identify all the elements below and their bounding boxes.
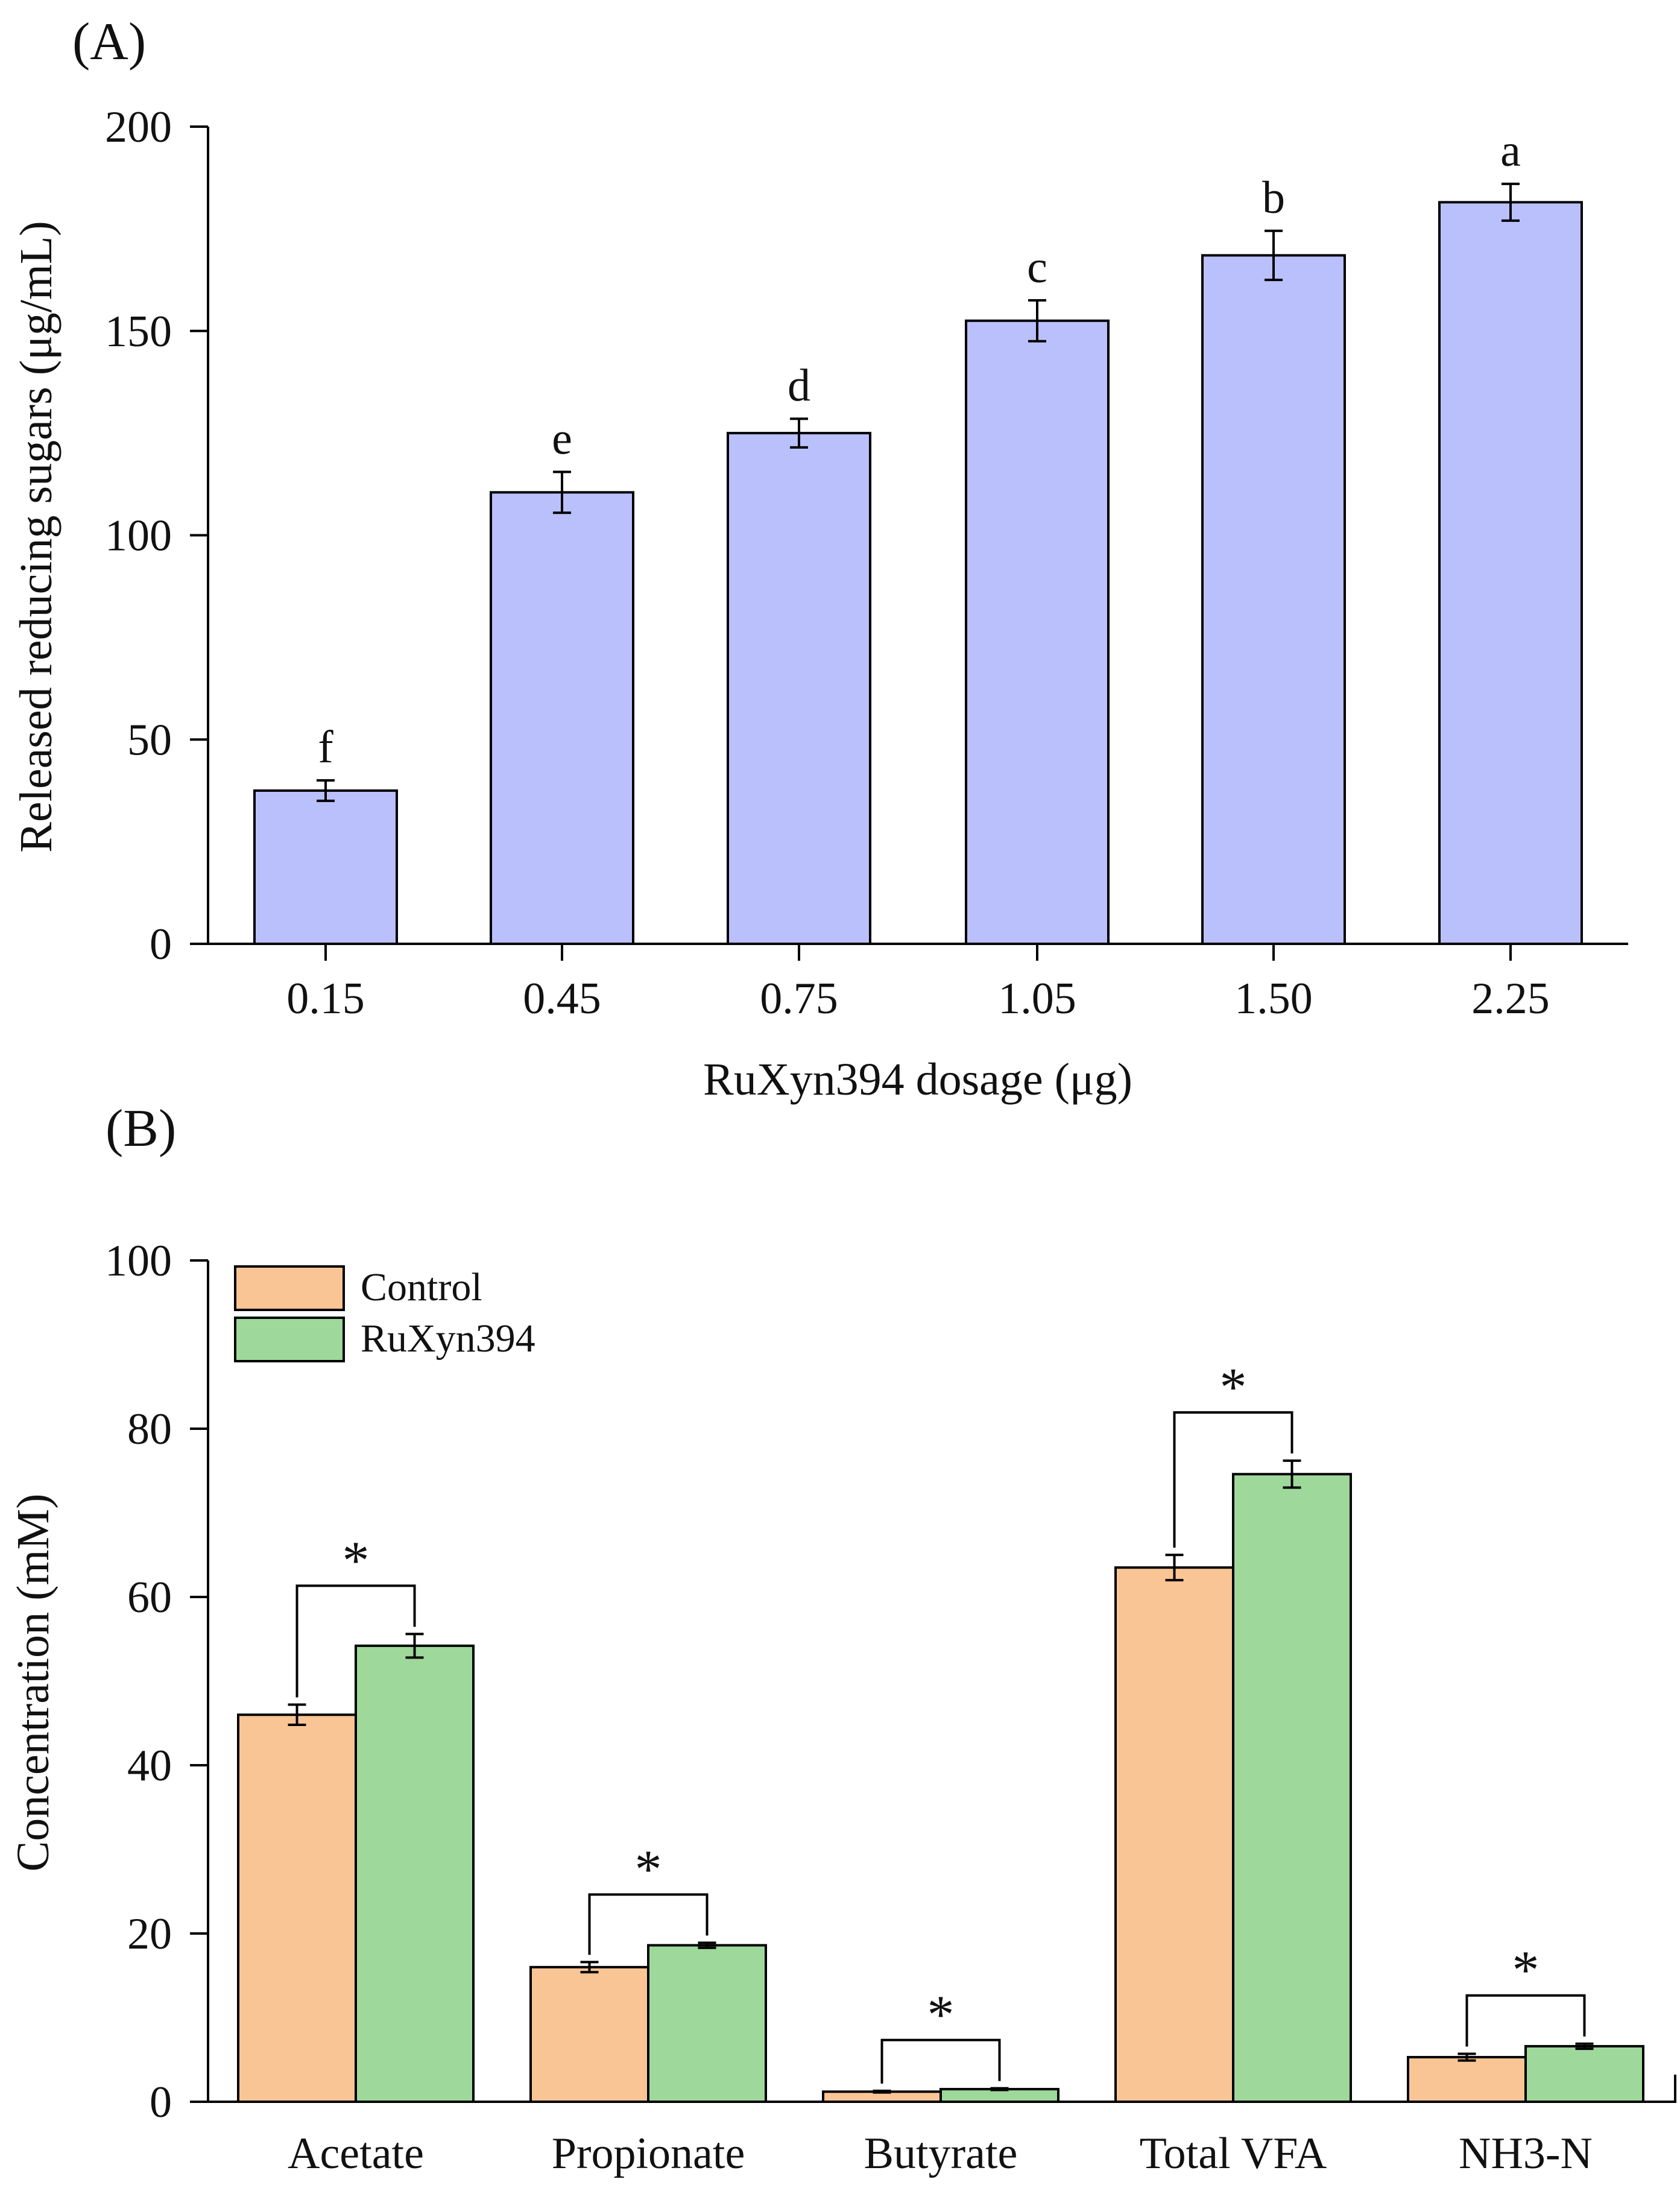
panel-a-y-tick-label: 100 [105,511,172,561]
panel-a-x-ticks: 0.15 0.45 0.75 1.05 1.50 2.25 [286,944,1550,1023]
panel-b-y-tick-label: 0 [150,2078,172,2127]
panel-b-label: (B) [106,1099,176,1158]
panel-a-significance-letter: d [788,360,810,411]
panel-a-bar [727,432,871,945]
panel-a-x-tick-label: 1.05 [998,974,1076,1023]
panel-b-y-ticks: 0 20 40 60 80 100 [105,1236,208,2127]
panel-b-y-tick-label: 40 [127,1741,172,1791]
panel-b-bar-control [237,1713,357,2104]
panel-a-significance-letter: f [318,722,333,773]
panel-b-significance-star: * [343,1531,370,1590]
panel-b-significance-bracket [880,2038,1001,2084]
panel-a: (A) f e d c b a 0 50 100 150 200 0.15 0.45 0.75 1.05… [11,13,1628,1105]
panel-b-significance-bracket [1173,1411,1293,1548]
panel-a-bars: f e d c b a [253,125,1583,946]
panel-a-x-axis-title: RuXyn394 dosage (μg) [703,1054,1132,1105]
panel-b-significance-star: * [635,1839,662,1899]
panel-b-bar-ruxyn394 [1232,1473,1352,2104]
panel-a-significance-letter: e [552,413,572,464]
panel-b-significance-star: * [1220,1358,1247,1417]
panel-a-bar [490,491,634,945]
panel-a-x-tick-label: 0.45 [523,974,601,1023]
panel-b-x-tick-label: Total VFA [1140,2129,1327,2178]
panel-b-bar-ruxyn394 [647,1944,767,2104]
panel-a-significance-letter: b [1262,172,1285,223]
panel-a-bar [1201,254,1346,946]
panel-a-significance-letter: c [1027,242,1047,292]
panel-a-bar [965,319,1110,945]
panel-b-significance-star: * [927,1985,955,2045]
panel-b-x-tick-label: Butyrate [864,2129,1018,2178]
panel-b-bar-ruxyn394 [355,1644,475,2103]
panel-a-x-tick-label: 1.50 [1234,974,1313,1023]
panel-b-x-tick-label: Acetate [288,2129,424,2178]
panel-b-significance-bracket [295,1584,416,1698]
panel-a-y-axis-title: Released reducing sugars (μg/mL) [11,221,62,852]
panel-b-legend-label-ruxyn394: RuXyn394 [361,1317,535,1361]
panel-b-x-tick-label: NH3-N [1459,2129,1593,2178]
panel-b-legend-label-control: Control [361,1265,482,1309]
panel-a-x-tick-label: 0.75 [760,974,838,1023]
panel-b-legend-swatch-ruxyn394 [234,1317,345,1362]
panel-b-x-tick-label: Propionate [552,2129,745,2178]
panel-b-significance-star: * [1512,1941,1539,2000]
panel-b-y-tick-label: 100 [105,1236,172,1286]
panel-b-legend: Control RuXyn394 [234,1265,535,1362]
panel-b-significance-bracket [588,1893,709,1955]
panel-a-bar [253,789,398,945]
panel-a-label: (A) [72,13,146,71]
panel-a-y-tick-label: 50 [127,715,172,765]
panel-a-y-tick-label: 0 [150,920,172,969]
panel-a-significance-letter: a [1500,125,1521,176]
panel-a-x-tick-label: 0.15 [286,974,365,1023]
panel-b-significance-bracket [1465,1994,1586,2047]
panel-a-bar [1438,201,1583,945]
panel-b-y-axis-title: Concentration (mM) [8,1494,58,1872]
panel-b-bar-control [1114,1566,1234,2104]
panel-b-y-tick-label: 60 [127,1573,172,1622]
panel-a-y-tick-label: 150 [105,307,172,356]
panel-b-y-tick-label: 80 [127,1405,172,1454]
panel-b-legend-swatch-control [234,1265,345,1311]
panel-b-y-tick-label: 20 [127,1909,172,1959]
panel-b-bar-control [529,1965,649,2104]
panel-b: (B) * * * * * 0 20 40 60 80 100 Acetate Propionate… [8,1099,1676,2178]
panel-b-axes [207,1260,1676,2103]
panel-a-axes [207,127,1628,945]
panel-b-bars: * * * * * [237,1358,1644,2104]
panel-b-bar-ruxyn394 [1524,2044,1644,2103]
panel-a-y-ticks: 0 50 100 150 200 [105,103,208,969]
panel-a-y-tick-label: 200 [105,103,172,152]
panel-b-x-ticks: Acetate Propionate Butyrate Total VFA NH3-N [288,2129,1593,2178]
panel-b-bar-control [1407,2056,1527,2103]
panel-a-x-tick-label: 2.25 [1471,974,1550,1023]
